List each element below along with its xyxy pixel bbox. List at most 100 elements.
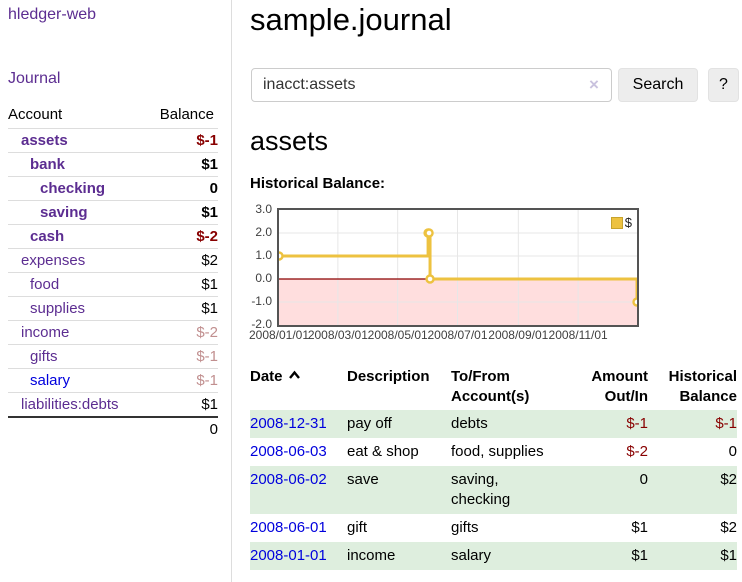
register-row: 2008-12-31 pay off debts $-1 $-1 <box>250 410 737 438</box>
accounts-total-value: 0 <box>209 421 218 438</box>
account-link-assets[interactable]: assets <box>21 132 68 149</box>
search-input[interactable] <box>251 68 612 102</box>
y-axis-label: 3.0 <box>255 202 272 216</box>
register-row: 2008-06-02 save saving, checking 0 $2 <box>250 466 737 514</box>
y-axis-label: 2.0 <box>255 225 272 239</box>
transaction-description: save <box>347 471 379 488</box>
y-axis-label: 0.0 <box>255 271 272 285</box>
y-axis-label: 1.0 <box>255 248 272 262</box>
account-link-expenses[interactable]: expenses <box>21 252 86 269</box>
y-axis-label: -2.0 <box>251 317 272 331</box>
account-row: gifts $-1 <box>8 344 218 369</box>
accounts-header-account: Account <box>8 106 63 123</box>
chart-canvas <box>279 210 637 325</box>
legend-swatch-icon <box>610 216 623 229</box>
transaction-amount: $1 <box>631 547 648 564</box>
account-balance: $-1 <box>196 132 218 149</box>
account-link-bank[interactable]: bank <box>30 156 66 173</box>
account-link-salary[interactable]: salary <box>30 372 71 389</box>
transaction-description: pay off <box>347 415 392 432</box>
account-link-gifts[interactable]: gifts <box>30 348 58 365</box>
register-row: 2008-06-03 eat & shop food, supplies $-2… <box>250 438 737 466</box>
x-axis-label: 2008/03/01 <box>307 328 368 342</box>
transaction-amount: 0 <box>639 471 648 488</box>
account-row: salary $-1 <box>8 368 218 393</box>
register-header-date[interactable]: Date <box>250 363 347 410</box>
main-content: sample.journal × Search ? assets Histori… <box>249 0 742 582</box>
accounts-header-balance: Balance <box>159 106 214 123</box>
account-link-saving[interactable]: saving <box>40 204 88 221</box>
nav-journal-link[interactable]: Journal <box>8 70 61 87</box>
account-row: income $-2 <box>8 320 218 345</box>
transaction-date-link[interactable]: 2008-06-02 <box>250 471 327 488</box>
transaction-description: gift <box>347 519 368 536</box>
account-balance: $-1 <box>196 372 218 389</box>
sidebar: hledger-web Journal Account Balance asse… <box>0 0 232 582</box>
register-header-description: Description <box>347 368 430 385</box>
account-balance: $1 <box>201 396 218 413</box>
app-title-link[interactable]: hledger-web <box>8 6 97 23</box>
register-header-balance: Historical Balance <box>668 368 737 405</box>
account-balance: 0 <box>209 180 218 197</box>
account-row: food $1 <box>8 272 218 297</box>
account-link-checking[interactable]: checking <box>40 180 106 197</box>
account-link-income[interactable]: income <box>21 324 70 341</box>
account-heading: assets <box>250 126 329 156</box>
x-axis-label: 2008/11/01 <box>548 328 608 342</box>
x-axis-label: 2008/09/01 <box>488 328 549 342</box>
transaction-balance: 0 <box>728 443 737 460</box>
account-link-food[interactable]: food <box>30 276 60 293</box>
search-form: × Search ? <box>251 68 742 104</box>
legend-label: $ <box>624 215 632 230</box>
register-table: Date Description To/From Account(s) Amou… <box>250 363 737 570</box>
transaction-date-link[interactable]: 2008-06-03 <box>250 443 327 460</box>
chart-heading: Historical Balance: <box>250 175 386 192</box>
transaction-accounts: gifts <box>451 519 479 536</box>
account-row: checking 0 <box>8 176 218 201</box>
transaction-description: income <box>347 547 396 564</box>
transaction-date-link[interactable]: 2008-01-01 <box>250 547 327 564</box>
register-header-accounts: To/From Account(s) <box>451 368 530 405</box>
account-row: expenses $2 <box>8 248 218 273</box>
transaction-accounts: debts <box>451 415 488 432</box>
transaction-balance: $2 <box>720 471 737 488</box>
account-balance: $-2 <box>196 228 218 245</box>
help-button[interactable]: ? <box>708 68 739 102</box>
transaction-balance: $-1 <box>715 415 737 432</box>
transaction-amount: $-2 <box>626 443 648 460</box>
transaction-accounts: food, supplies <box>451 443 544 460</box>
account-balance: $-2 <box>196 324 218 341</box>
account-row: cash $-2 <box>8 224 218 249</box>
x-axis-label: 2008/01/01 <box>248 328 310 342</box>
account-link-cash[interactable]: cash <box>30 228 65 245</box>
sort-ascending-icon <box>288 370 300 379</box>
transaction-accounts: salary <box>451 547 492 564</box>
register-header-amount: Amount Out/In <box>591 368 648 405</box>
transaction-accounts: saving, checking <box>451 471 511 508</box>
x-axis-label: 2008/07/01 <box>427 328 488 342</box>
register-header-row: Date Description To/From Account(s) Amou… <box>250 363 737 410</box>
chart-legend: $ <box>610 215 632 230</box>
search-button[interactable]: Search <box>618 68 698 102</box>
transaction-amount: $-1 <box>626 415 648 432</box>
account-row: bank $1 <box>8 152 218 177</box>
transaction-date-link[interactable]: 2008-06-01 <box>250 519 327 536</box>
account-balance: $1 <box>201 276 218 293</box>
account-row: assets $-1 <box>8 128 218 153</box>
account-link-liabilities-debts[interactable]: liabilities:debts <box>21 396 119 413</box>
x-axis-label: 2008/05/01 <box>367 328 428 342</box>
transaction-amount: $1 <box>631 519 648 536</box>
account-balance: $2 <box>201 252 218 269</box>
transaction-description: eat & shop <box>347 443 419 460</box>
transaction-date-link[interactable]: 2008-12-31 <box>250 415 327 432</box>
register-header-date-label: Date <box>250 368 283 385</box>
chart-plot-area: $ <box>277 208 639 327</box>
page-title: sample.journal <box>250 2 452 37</box>
account-balance: $1 <box>201 300 218 317</box>
accounts-table: Account Balance assets $-1 bank $1 check… <box>8 103 218 441</box>
account-row: supplies $1 <box>8 296 218 321</box>
register-row: 2008-01-01 income salary $1 $1 <box>250 542 737 570</box>
historical-balance-chart: $ 3.0 2.0 1.0 0.0 -1.0 -2.0 2008/01/01 2008/03/… <box>249 203 670 349</box>
account-link-supplies[interactable]: supplies <box>30 300 86 317</box>
clear-search-icon[interactable]: × <box>589 75 599 94</box>
